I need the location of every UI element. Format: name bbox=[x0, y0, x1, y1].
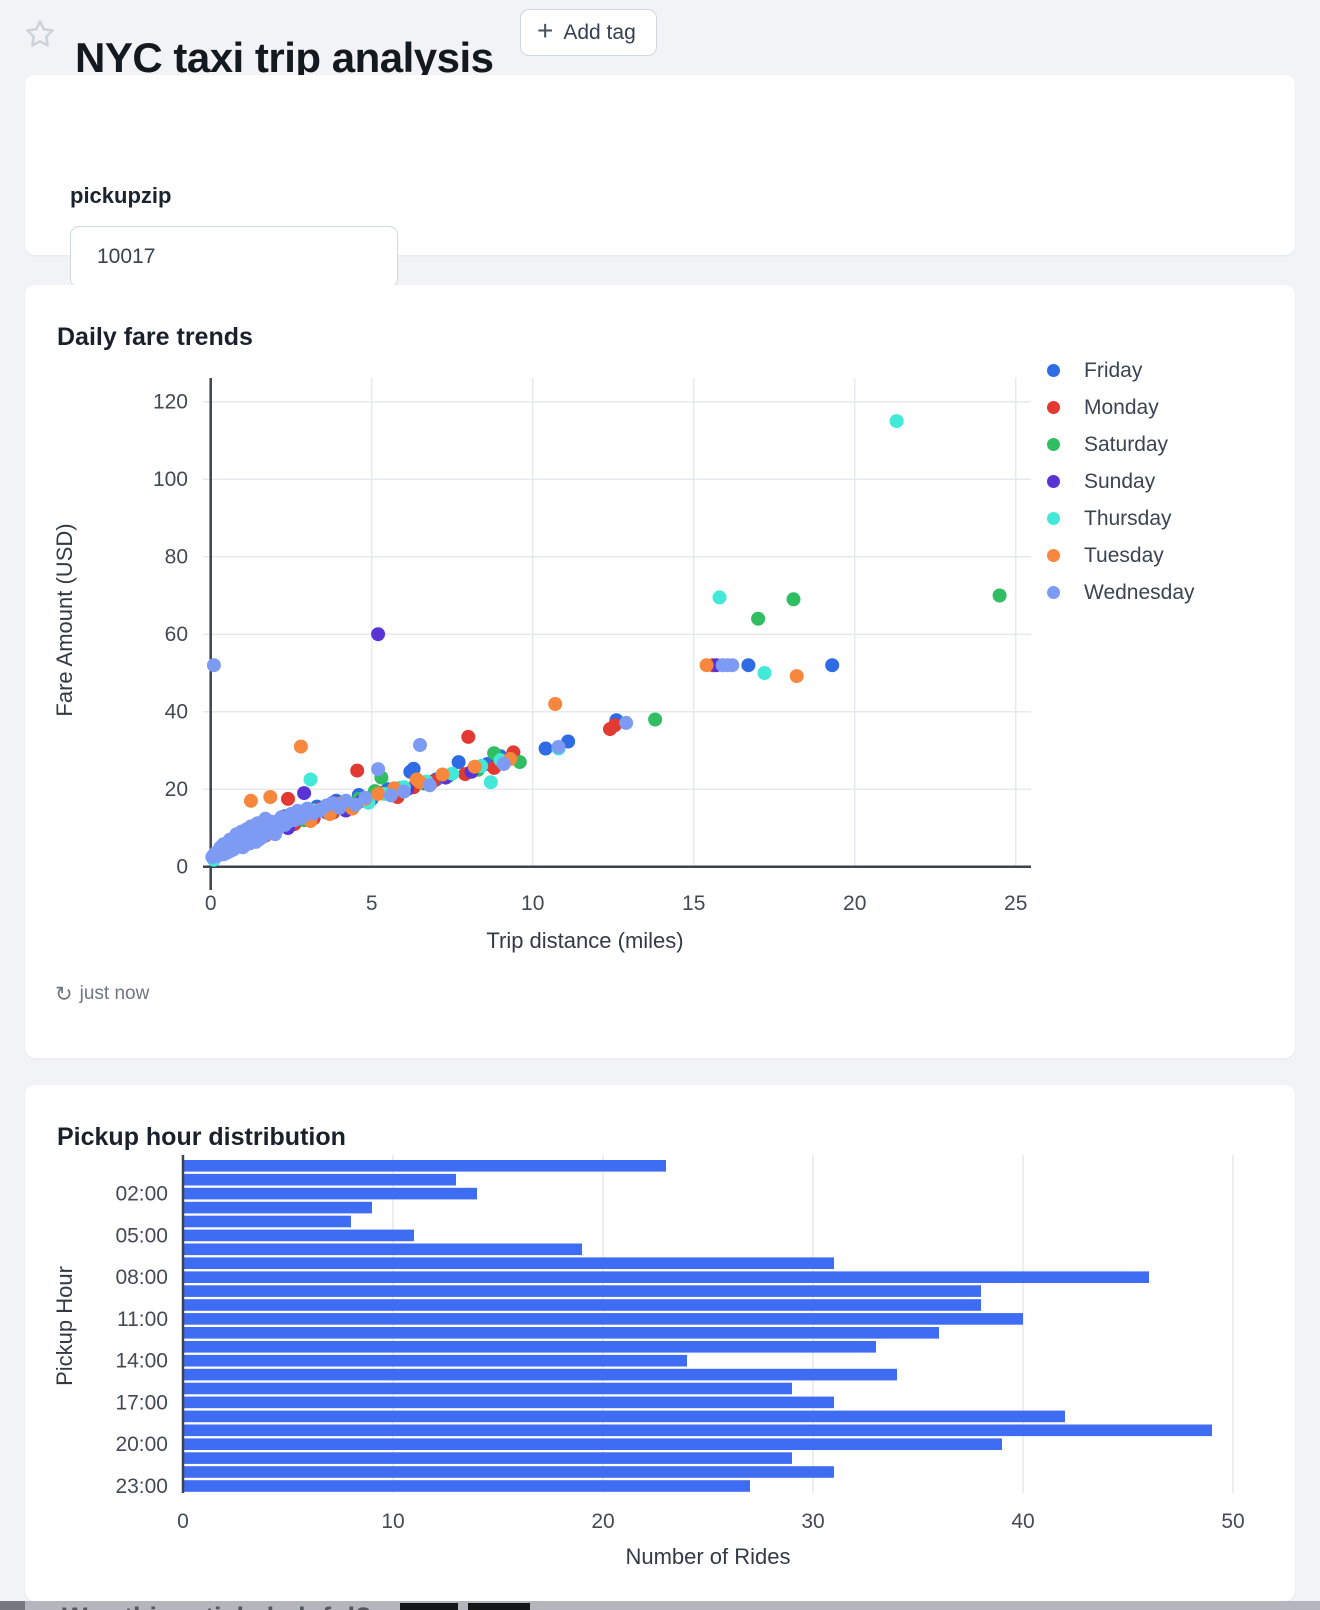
pickupzip-input[interactable] bbox=[70, 226, 398, 288]
pickupzip-label: pickupzip bbox=[70, 183, 172, 208]
svg-text:10: 10 bbox=[521, 892, 544, 915]
favorite-star-icon[interactable] bbox=[24, 18, 56, 50]
daily-fare-trends-card bbox=[25, 285, 1295, 1058]
article-helpful-text: Was this article helpful? bbox=[62, 1602, 372, 1610]
svg-text:5: 5 bbox=[366, 892, 378, 915]
page-title: NYC taxi trip analysis bbox=[75, 34, 494, 82]
svg-text:30: 30 bbox=[801, 1510, 824, 1533]
svg-text:Fare Amount (USD): Fare Amount (USD) bbox=[52, 523, 77, 716]
legend-item-sunday[interactable]: Sunday bbox=[1040, 463, 1195, 500]
svg-text:100: 100 bbox=[153, 468, 188, 491]
svg-text:120: 120 bbox=[153, 391, 188, 414]
page-header: NYC taxi trip analysis + Add tag bbox=[0, 0, 1320, 81]
legend-label: Monday bbox=[1084, 395, 1159, 419]
legend-label: Thursday bbox=[1084, 506, 1172, 530]
bottom-strip-block bbox=[0, 1601, 25, 1610]
scatter-legend: Friday Monday Saturday Sunday Thursday Tuesda… bbox=[1040, 352, 1195, 611]
svg-text:15: 15 bbox=[682, 892, 705, 915]
svg-text:05:00: 05:00 bbox=[115, 1224, 168, 1247]
scatter-chart-title: Daily fare trends bbox=[57, 322, 253, 351]
svg-text:20: 20 bbox=[591, 1510, 614, 1533]
svg-text:20:00: 20:00 bbox=[115, 1433, 168, 1456]
svg-text:0: 0 bbox=[205, 892, 217, 915]
legend-item-saturday[interactable]: Saturday bbox=[1040, 426, 1195, 463]
svg-text:14:00: 14:00 bbox=[115, 1350, 168, 1373]
bottom-cutoff-strip: Was this article helpful? bbox=[0, 1601, 1320, 1610]
svg-text:08:00: 08:00 bbox=[115, 1266, 168, 1289]
legend-label: Saturday bbox=[1084, 432, 1169, 456]
svg-text:20: 20 bbox=[165, 778, 188, 801]
svg-text:40: 40 bbox=[1011, 1510, 1034, 1533]
legend-dot bbox=[1047, 512, 1060, 525]
bar-chart-title: Pickup hour distribution bbox=[57, 1122, 346, 1151]
svg-text:Pickup Hour: Pickup Hour bbox=[52, 1266, 77, 1386]
legend-item-friday[interactable]: Friday bbox=[1040, 352, 1195, 389]
legend-dot bbox=[1047, 438, 1060, 451]
svg-text:11:00: 11:00 bbox=[117, 1308, 168, 1331]
pickup-hour-bar-chart: 02:00 05:00 08:00 11:00 14:00 17:00 20:00 23:00… bbox=[52, 1155, 1245, 1569]
daily-fare-scatter-plot: 0 20 40 60 80 100 120 0 5 10 15 20 25 Trip distance (… bbox=[52, 378, 1031, 953]
svg-text:80: 80 bbox=[165, 546, 188, 569]
legend-dot bbox=[1047, 475, 1060, 488]
svg-text:20: 20 bbox=[843, 892, 866, 915]
svg-text:17:00: 17:00 bbox=[115, 1391, 168, 1414]
svg-text:50: 50 bbox=[1221, 1510, 1244, 1533]
legend-label: Friday bbox=[1084, 358, 1143, 382]
legend-label: Sunday bbox=[1084, 469, 1156, 493]
bottom-strip-glyph bbox=[400, 1603, 458, 1610]
refresh-status: ↻ just now bbox=[55, 983, 149, 1005]
legend-dot bbox=[1047, 364, 1060, 377]
add-tag-button[interactable]: + Add tag bbox=[520, 9, 657, 56]
svg-text:10: 10 bbox=[381, 1510, 404, 1533]
legend-label: Tuesday bbox=[1084, 543, 1164, 567]
legend-dot bbox=[1047, 549, 1060, 562]
refresh-status-text: just now bbox=[79, 983, 150, 1004]
legend-label: Wednesday bbox=[1084, 580, 1195, 604]
plus-icon: + bbox=[537, 15, 554, 46]
svg-text:Trip distance (miles): Trip distance (miles) bbox=[486, 928, 683, 953]
svg-text:Number of Rides: Number of Rides bbox=[625, 1544, 790, 1569]
pickupzip-card: pickupzip bbox=[25, 75, 1295, 288]
legend-item-thursday[interactable]: Thursday bbox=[1040, 500, 1195, 537]
svg-text:23:00: 23:00 bbox=[115, 1475, 168, 1498]
svg-text:02:00: 02:00 bbox=[115, 1183, 168, 1206]
svg-text:0: 0 bbox=[176, 856, 188, 879]
svg-text:0: 0 bbox=[177, 1510, 189, 1533]
bottom-strip-glyph bbox=[468, 1603, 530, 1610]
legend-dot bbox=[1047, 586, 1060, 599]
legend-item-monday[interactable]: Monday bbox=[1040, 389, 1195, 426]
legend-item-tuesday[interactable]: Tuesday bbox=[1040, 537, 1195, 574]
legend-item-wednesday[interactable]: Wednesday bbox=[1040, 574, 1195, 611]
svg-text:25: 25 bbox=[1004, 892, 1027, 915]
add-tag-label: Add tag bbox=[563, 20, 636, 44]
refresh-icon[interactable]: ↻ bbox=[55, 982, 73, 1006]
legend-dot bbox=[1047, 401, 1060, 414]
svg-text:40: 40 bbox=[165, 701, 188, 724]
svg-text:60: 60 bbox=[165, 623, 188, 646]
